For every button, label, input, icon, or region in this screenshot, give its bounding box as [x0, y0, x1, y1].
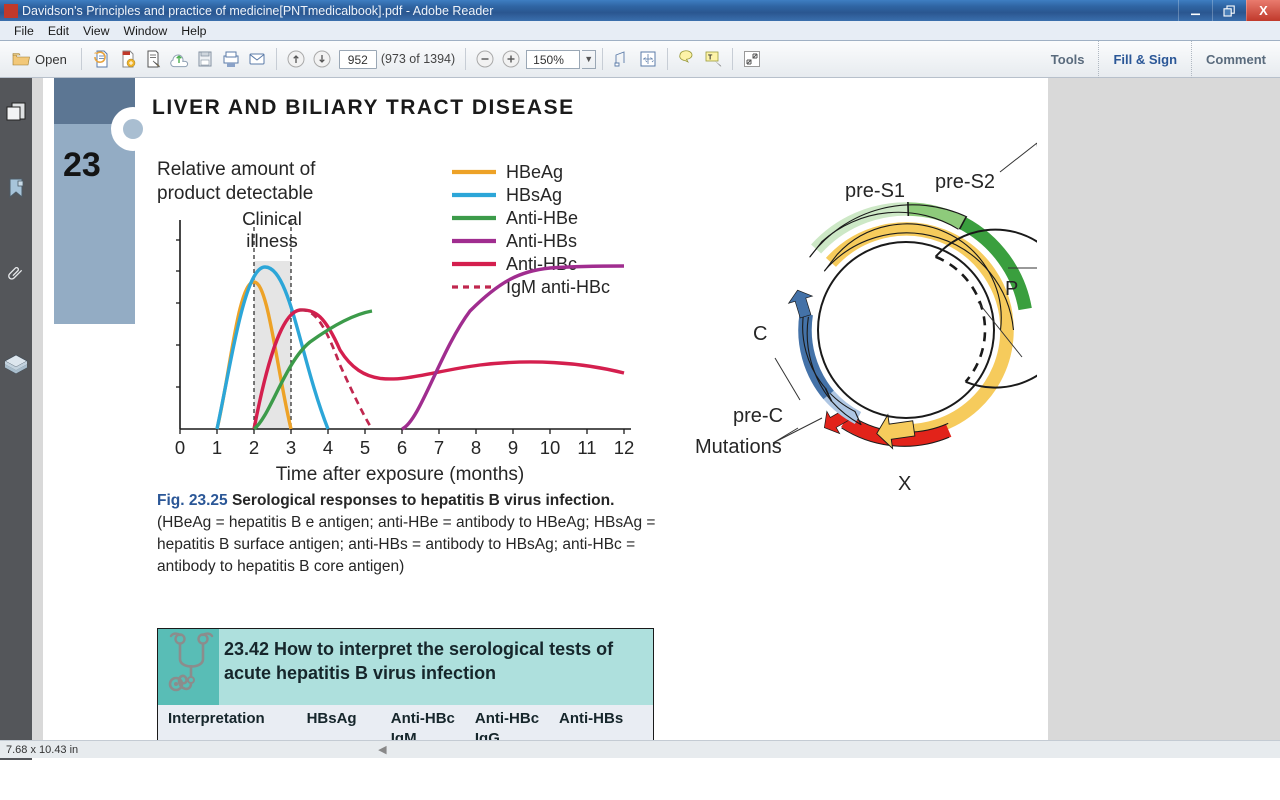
svg-text:T: T [708, 55, 713, 62]
